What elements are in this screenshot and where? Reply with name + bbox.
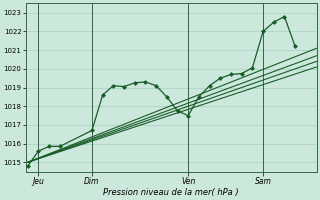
X-axis label: Pression niveau de la mer( hPa ): Pression niveau de la mer( hPa ) bbox=[103, 188, 239, 197]
